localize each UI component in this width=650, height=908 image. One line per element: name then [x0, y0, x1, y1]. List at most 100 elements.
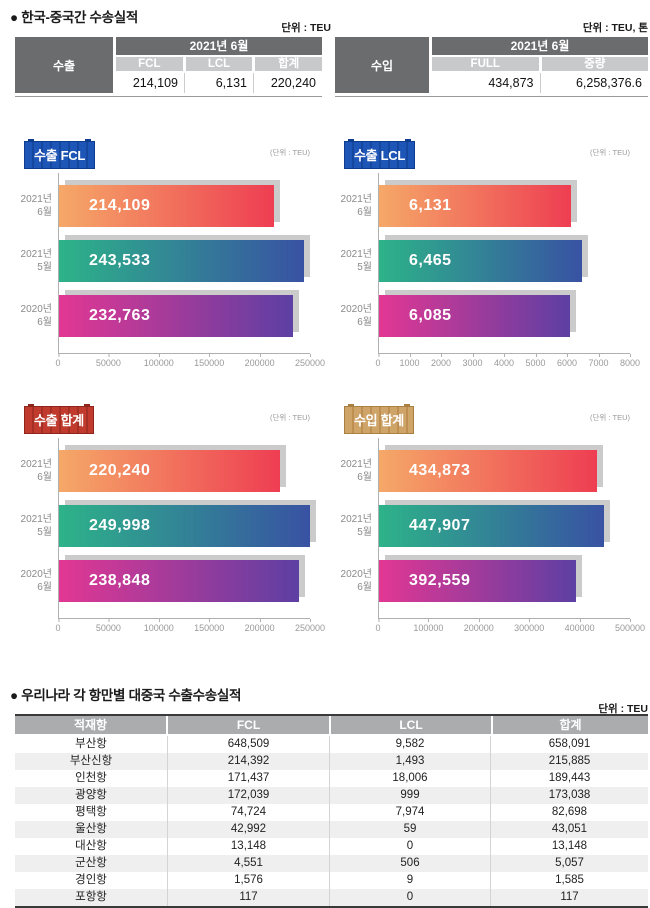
- data-bar: 6,085: [379, 295, 570, 337]
- data-bar: 392,559: [379, 560, 577, 602]
- port-name-cell: 대산항: [75, 840, 107, 852]
- bar-row: 2021년 5월 6,465: [341, 235, 630, 282]
- export-value-total: 220,240: [253, 73, 322, 93]
- import-value-full: 434,873: [488, 76, 534, 90]
- bar-value-label: 232,763: [89, 307, 151, 324]
- data-bar: 243,533: [59, 240, 304, 282]
- axis-tick-label: 6000: [556, 354, 578, 368]
- divider: [15, 96, 322, 97]
- chart-axis: 0 100000 200000 300000 400000 500000: [375, 619, 645, 637]
- axis-tick-label: 7000: [588, 354, 609, 368]
- chart-export-fcl: 수출 FCL (단위 : TEU) 2021년 6월 214,109 2021년 5월 2…: [10, 130, 330, 385]
- axis-tick-label: 0: [375, 619, 381, 633]
- port-name-cell: 포항항: [75, 891, 107, 903]
- value-cell: 648,509: [167, 736, 329, 753]
- value-cell: 1,493: [329, 753, 490, 770]
- port-name-cell: 인천항: [75, 772, 107, 784]
- value-cell: 172,039: [167, 787, 329, 804]
- value-cell: 9,582: [329, 736, 490, 753]
- export-col-header-fcl: FCL: [116, 57, 183, 71]
- table-row: 군산항 4,551 506 5,057: [15, 855, 648, 872]
- port-name-cell: 평택항: [75, 806, 107, 818]
- value-cell: 18,006: [329, 770, 490, 787]
- import-col-header-weight: 중량: [541, 57, 648, 71]
- value-cell: 117: [167, 889, 329, 906]
- value-cell: 13,148: [490, 838, 648, 855]
- table-row: 광양항 172,039 999 173,038: [15, 787, 648, 804]
- port-name-cell: 부산신항: [69, 755, 113, 767]
- chart-plot: 2021년 6월 220,240 2021년 5월 249,998 2020년 6월 238,8…: [21, 438, 316, 619]
- bar-value-label: 238,848: [89, 572, 151, 589]
- axis-tick-label: 100000: [413, 619, 444, 633]
- import-row-label: 수입: [335, 37, 429, 93]
- table-row: 포항항 117 0 117: [15, 889, 648, 906]
- import-period-header: 2021년 6월: [432, 37, 648, 55]
- axis-tick-label: 100000: [143, 354, 174, 368]
- chart-import-total: 수입 합계 (단위 : TEU) 2021년 6월 434,873 2021년 5월 44…: [330, 395, 650, 650]
- ports-table-body: 부산항 648,509 9,582 658,091 부산신항 214,392 1,493 21…: [15, 736, 648, 906]
- ports-col-header-total: 합계: [493, 716, 648, 734]
- axis-tick-label: 150000: [194, 619, 225, 633]
- category-label: 2021년 5월: [20, 249, 52, 273]
- chart-unit-label: (단위 : TEU): [269, 148, 310, 157]
- category-label: 2020년 6월: [20, 304, 52, 328]
- data-bar: 232,763: [59, 295, 293, 337]
- ports-table-header: 적재항 FCL LCL 합계: [15, 716, 648, 734]
- export-period-header: 2021년 6월: [116, 37, 322, 55]
- import-value-weight: 6,258,376.6: [539, 73, 649, 93]
- export-col-header-total: 합계: [255, 57, 323, 71]
- export-summary-table: 수출 2021년 6월 FCL LCL 합계 214,109 6,131 220…: [15, 37, 323, 97]
- value-cell: 173,038: [490, 787, 648, 804]
- axis-tick-label: 300000: [514, 619, 545, 633]
- axis-tick-label: 0: [55, 619, 61, 633]
- axis-tick-label: 200000: [244, 354, 275, 368]
- export-col-header-lcl: LCL: [185, 57, 253, 71]
- value-cell: 1,576: [167, 872, 329, 889]
- table-row: 인천항 171,437 18,006 189,443: [15, 770, 648, 787]
- value-cell: 13,148: [167, 838, 329, 855]
- chart-axis: 0 1000 2000 3000 4000 5000 6000 7000 8000: [375, 354, 640, 372]
- category-label: 2021년 5월: [340, 514, 372, 538]
- data-bar: 434,873: [379, 450, 598, 492]
- ports-table: 적재항 FCL LCL 합계 부산항 648,509 9,582 658,091 부산신…: [15, 714, 648, 908]
- category-label: 2021년 6월: [340, 194, 372, 218]
- table-row: 울산항 42,992 59 43,051: [15, 821, 648, 838]
- bar-row: 2021년 5월 249,998: [21, 500, 316, 547]
- bar-row: 2020년 6월 232,763: [21, 290, 310, 337]
- bar-value-label: 243,533: [89, 252, 151, 269]
- bar-value-label: 6,465: [409, 252, 452, 269]
- bar-row: 2021년 5월 447,907: [341, 500, 630, 547]
- category-label: 2020년 6월: [20, 569, 52, 593]
- ports-col-header-port: 적재항: [15, 716, 166, 734]
- import-unit-label: 단위 : TEU, 톤: [582, 22, 648, 34]
- value-cell: 117: [490, 889, 648, 906]
- bar-row: 2020년 6월 392,559: [341, 555, 630, 602]
- category-label: 2020년 6월: [340, 569, 372, 593]
- page-title: ● 한국-중국간 수송실적: [10, 10, 139, 25]
- ports-col-header-fcl: FCL: [168, 716, 329, 734]
- axis-tick-label: 150000: [194, 354, 225, 368]
- data-bar: 249,998: [59, 505, 310, 547]
- table-row: 부산항 648,509 9,582 658,091: [15, 736, 648, 753]
- data-bar: 6,465: [379, 240, 582, 282]
- chart-axis: 0 50000 100000 150000 200000 250000: [55, 354, 325, 372]
- import-summary-table: 수입 2021년 6월 FULL 중량 434,873 6,258,376.6: [335, 37, 648, 97]
- export-value-fcl: 214,109: [132, 76, 178, 90]
- data-bar: 447,907: [379, 505, 604, 547]
- value-cell: 189,443: [490, 770, 648, 787]
- category-label: 2021년 6월: [20, 459, 52, 483]
- axis-tick-label: 2000: [430, 354, 452, 368]
- bar-value-label: 6,085: [409, 307, 452, 324]
- bar-value-label: 220,240: [89, 462, 151, 479]
- chart-export-total: 수출 합계 (단위 : TEU) 2021년 6월 220,240 2021년 5월 24…: [10, 395, 330, 650]
- chart-export-lcl: 수출 LCL (단위 : TEU) 2021년 6월 6,131 2021년 5월 6,4…: [330, 130, 650, 385]
- axis-tick-label: 8000: [619, 354, 641, 368]
- value-cell: 215,885: [490, 753, 648, 770]
- table-row: 평택항 74,724 7,974 82,698: [15, 804, 648, 821]
- axis-tick-label: 400000: [564, 619, 595, 633]
- value-cell: 59: [329, 821, 490, 838]
- ports-unit-label: 단위 : TEU: [598, 703, 648, 715]
- data-bar: 214,109: [59, 185, 274, 227]
- chart-unit-label: (단위 : TEU): [589, 413, 630, 422]
